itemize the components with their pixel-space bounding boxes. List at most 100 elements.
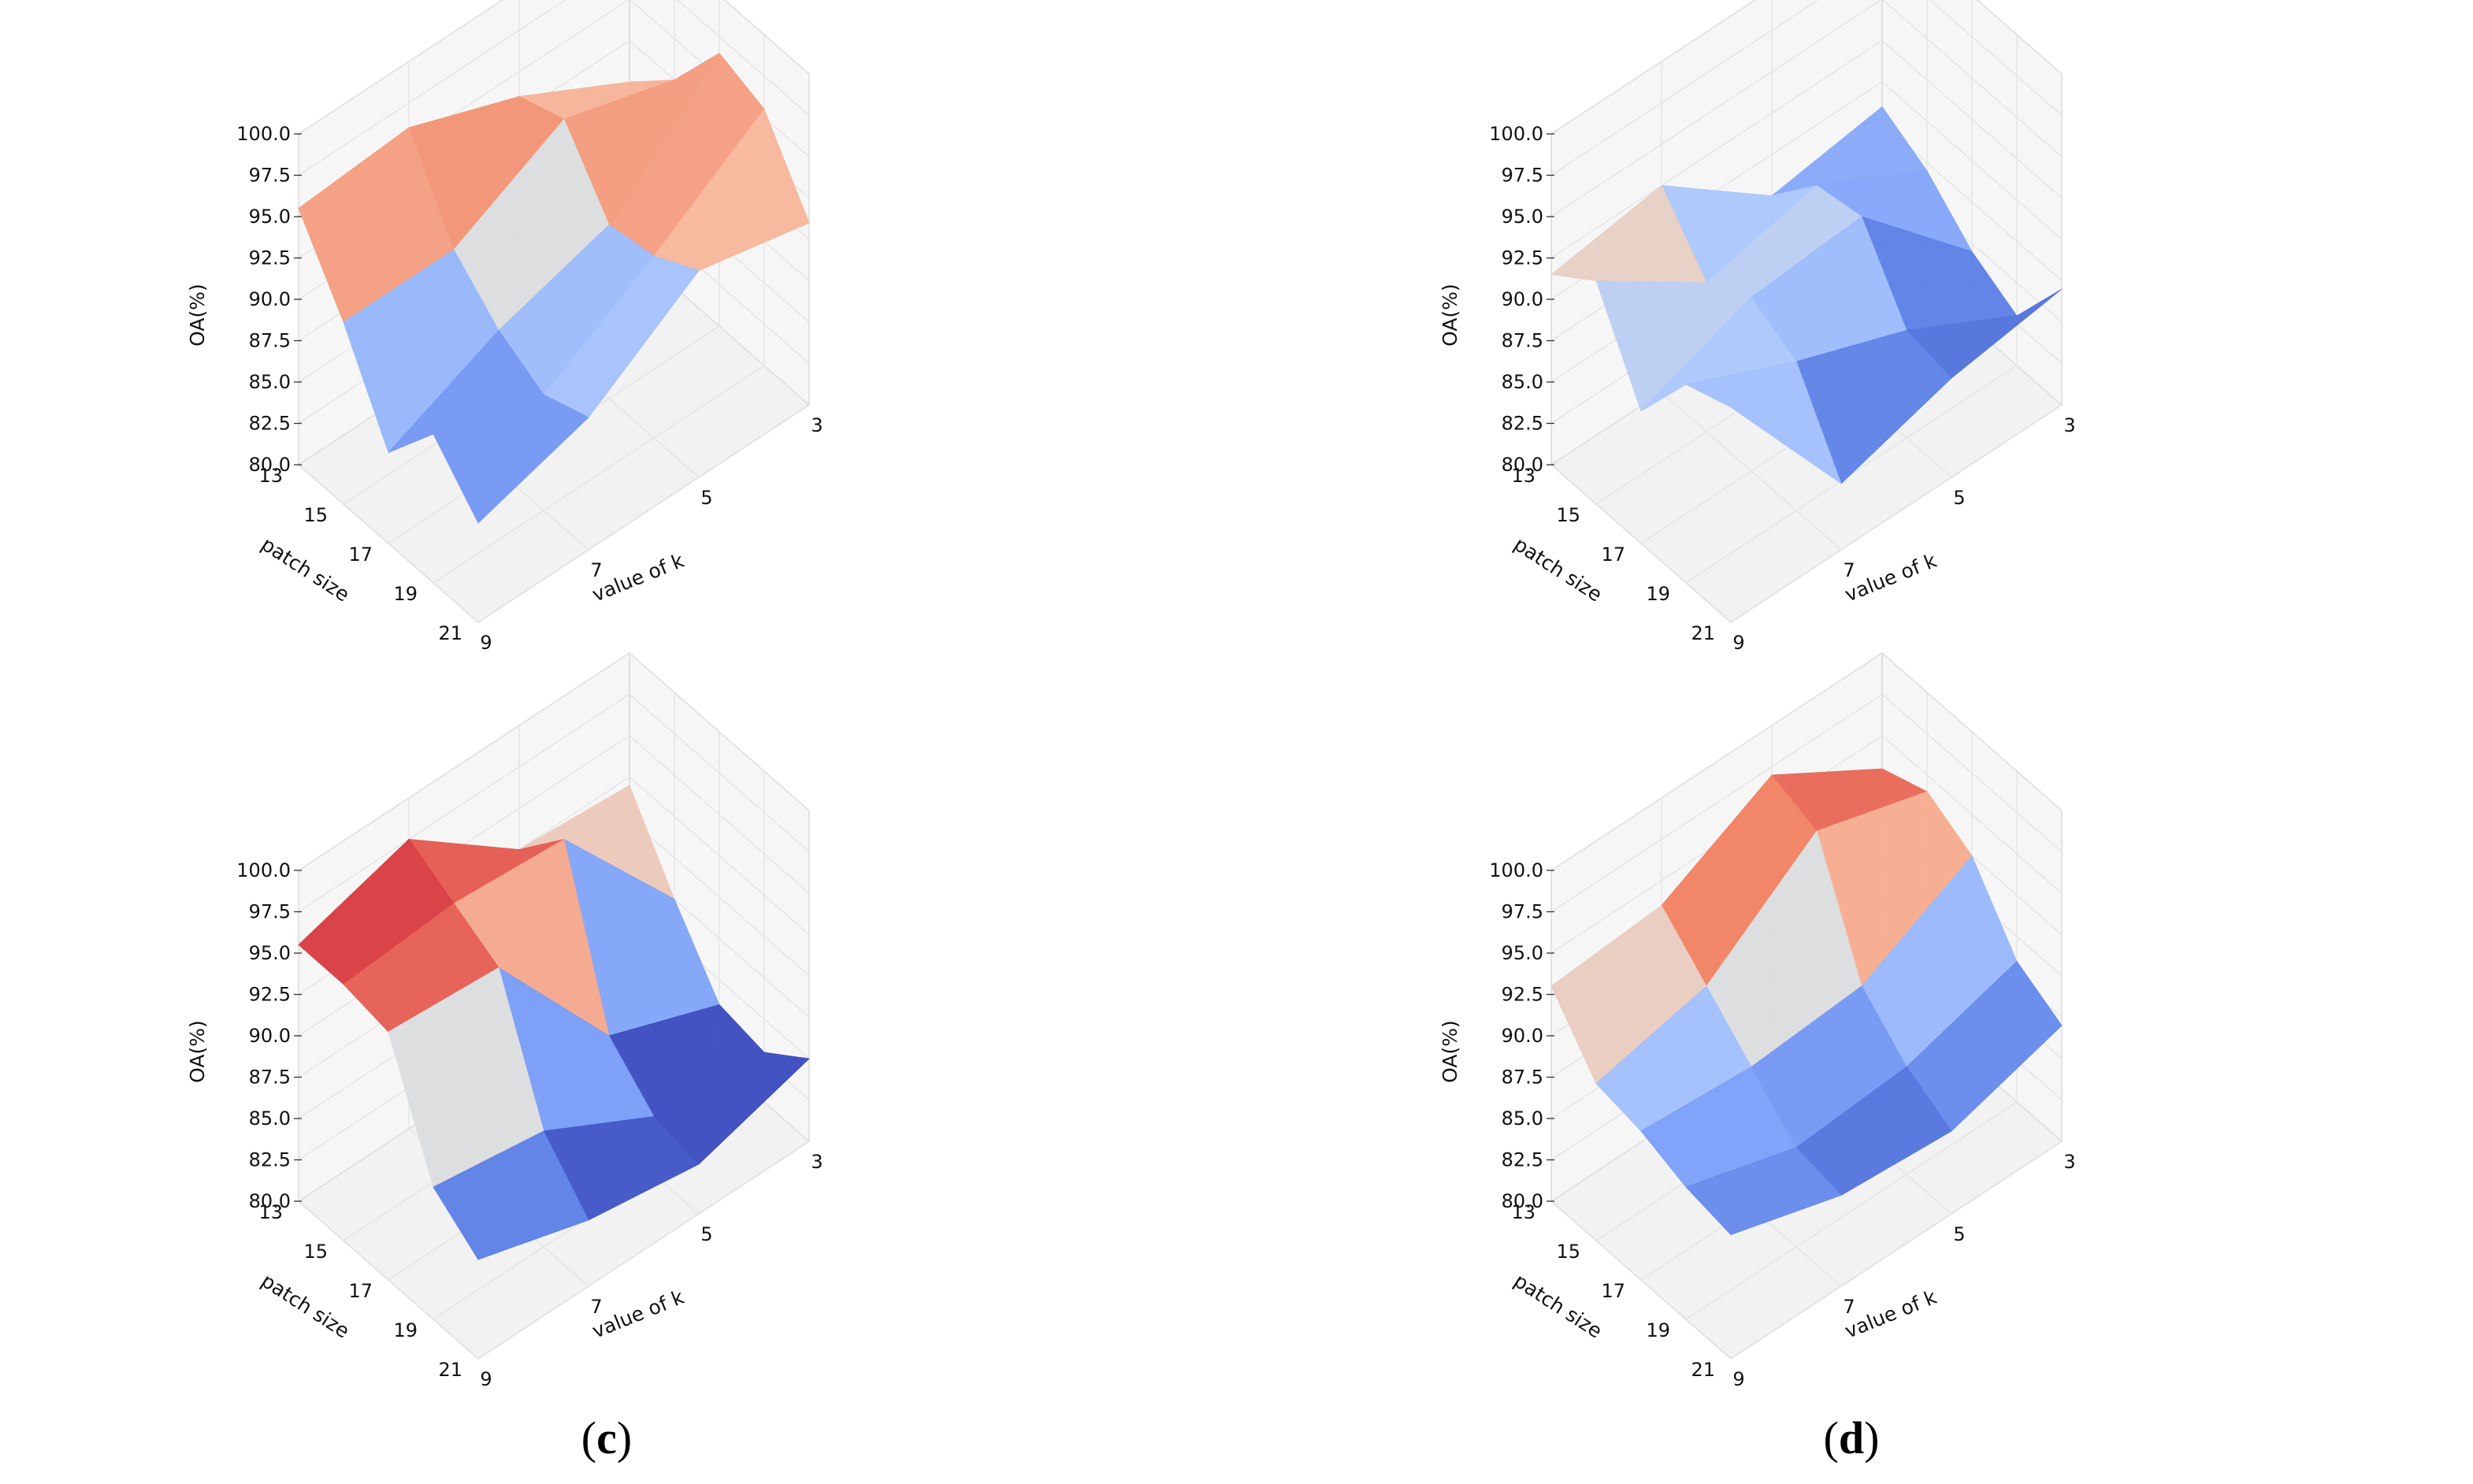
z-tick-label: 95.0 <box>1502 942 1543 964</box>
z-tick-label: 97.5 <box>1502 901 1543 923</box>
patch-gridline <box>1730 811 2063 1360</box>
patch-tick-label: 15 <box>303 504 328 526</box>
patch-tick-label: 21 <box>438 622 462 644</box>
k-tick-label: 9 <box>1732 1368 1744 1390</box>
z-tick-label: 97.5 <box>1502 165 1543 187</box>
k-axis-label: value of k <box>1841 1286 1940 1343</box>
patch-axis-label: patch size <box>1509 532 1606 606</box>
z-tick-label: 100.0 <box>236 123 291 145</box>
k-tick-label: 3 <box>2063 414 2075 436</box>
z-tick-label: 80.0 <box>1502 1190 1543 1212</box>
patch-tick-label: 17 <box>348 1280 373 1302</box>
z-tick-label: 100.0 <box>1489 859 1543 881</box>
z-tick-label: 90.0 <box>249 288 291 310</box>
z-tick-label: 90.0 <box>1502 1025 1543 1047</box>
z-tick-label: 92.5 <box>249 247 291 269</box>
patch-gridline <box>477 74 810 623</box>
surface-facet <box>433 394 589 524</box>
z-tick-label: 82.5 <box>249 413 291 435</box>
patch-axis-label: patch size <box>1509 1269 1606 1342</box>
patch-tick-label: 19 <box>393 583 418 605</box>
z-tick-label: 82.5 <box>249 1149 291 1171</box>
z-tick-label: 85.0 <box>1502 1107 1543 1130</box>
patch-gridline <box>1685 35 2018 584</box>
z-tick-label: 95.0 <box>249 942 291 964</box>
patch-axis-label: patch size <box>257 1269 353 1342</box>
z-tick-label: 82.5 <box>1502 413 1543 435</box>
patch-tick-label: 13 <box>1511 1201 1535 1223</box>
k-tick-label: 3 <box>2063 1151 2075 1173</box>
patch-gridline <box>477 811 810 1360</box>
z-tick-label: 97.5 <box>249 165 291 187</box>
patch-tick-label: 15 <box>1556 504 1580 526</box>
surface-facet <box>433 1130 589 1260</box>
z-tick-label: 97.5 <box>249 901 291 923</box>
patch-tick-label: 21 <box>1691 622 1715 644</box>
k-axis-label: value of k <box>589 1286 687 1343</box>
patch-axis-label: patch size <box>257 532 353 606</box>
patch-tick-label: 19 <box>1646 1319 1670 1341</box>
z-tick-label: 92.5 <box>249 984 291 1006</box>
z-tick-label: 85.0 <box>1502 371 1543 393</box>
z-tick-label: 87.5 <box>249 330 291 352</box>
patch-tick-label: 15 <box>303 1241 328 1263</box>
patch-tick-label: 19 <box>1646 583 1670 605</box>
patch-tick-label: 15 <box>1556 1241 1580 1263</box>
k-tick-label: 7 <box>590 559 602 581</box>
patch-tick-label: 21 <box>1691 1359 1715 1381</box>
z-tick-label: 80.0 <box>249 454 291 476</box>
z-tick-label: 95.0 <box>249 206 291 228</box>
patch-tick-label: 21 <box>438 1359 462 1381</box>
z-tick-label: 85.0 <box>249 1107 291 1130</box>
patch-tick-label: 17 <box>348 544 373 566</box>
surface-facet <box>1684 361 1842 485</box>
k-tick-label: 5 <box>1953 1223 1965 1245</box>
z-tick-label: 100.0 <box>1489 123 1543 145</box>
k-tick-label: 7 <box>1843 1296 1855 1318</box>
z-tick-label: 100.0 <box>236 859 291 881</box>
z-tick-label: 95.0 <box>1502 206 1543 228</box>
k-tick-label: 9 <box>480 632 492 654</box>
z-axis-label: OA(%) <box>1439 284 1461 347</box>
patch-tick-label: 13 <box>258 465 283 487</box>
patch-gridline <box>1730 74 2063 623</box>
k-tick-label: 3 <box>811 414 822 436</box>
chart-panel-1: 80.0 82.5 85.0 87.5 90.0 92.5 95.0 97.5 100.0 OA(… <box>1439 0 2076 654</box>
subfigure-label: (d) <box>1824 1412 1880 1464</box>
z-tick-label: 92.5 <box>1502 984 1543 1006</box>
z-tick-label: 80.0 <box>249 1190 291 1212</box>
k-tick-label: 5 <box>1953 487 1965 509</box>
patch-tick-label: 13 <box>258 1201 283 1223</box>
patch-tick-label: 13 <box>1511 465 1535 487</box>
z-tick-label: 85.0 <box>249 371 291 393</box>
z-tick-label: 90.0 <box>1502 288 1543 310</box>
chart-panel-3: 80.0 82.5 85.0 87.5 90.0 92.5 95.0 97.5 100.0 OA(… <box>1439 651 2076 1390</box>
z-axis-label: OA(%) <box>186 284 209 347</box>
z-axis-label: OA(%) <box>186 1020 209 1083</box>
k-tick-label: 7 <box>590 1296 602 1318</box>
patch-tick-label: 19 <box>393 1319 418 1341</box>
surface-facet <box>1685 1147 1842 1235</box>
k-tick-label: 5 <box>700 1223 712 1245</box>
z-axis-label: OA(%) <box>1439 1020 1461 1083</box>
patch-tick-label: 17 <box>1601 544 1625 566</box>
k-tick-label: 5 <box>700 487 712 509</box>
k-tick-label: 9 <box>1732 632 1744 654</box>
k-tick-label: 9 <box>480 1368 492 1390</box>
k-axis-label: value of k <box>1841 549 1940 607</box>
subfigure-label: (c) <box>581 1412 632 1464</box>
z-tick-label: 87.5 <box>249 1067 291 1089</box>
z-tick-label: 87.5 <box>1502 330 1543 352</box>
patch-gridline <box>1685 771 2018 1320</box>
k-tick-label: 3 <box>811 1151 822 1173</box>
chart-panel-0: 80.0 82.5 85.0 87.5 90.0 92.5 95.0 97.5 100.0 OA(… <box>186 0 823 654</box>
z-tick-label: 80.0 <box>1502 454 1543 476</box>
z-tick-label: 92.5 <box>1502 247 1543 269</box>
z-tick-label: 82.5 <box>1502 1149 1543 1171</box>
z-tick-label: 90.0 <box>249 1025 291 1047</box>
chart-panel-2: 80.0 82.5 85.0 87.5 90.0 92.5 95.0 97.5 100.0 OA(… <box>186 651 823 1390</box>
z-tick-label: 87.5 <box>1502 1067 1543 1089</box>
k-axis-label: value of k <box>589 549 687 607</box>
patch-tick-label: 17 <box>1601 1280 1625 1302</box>
